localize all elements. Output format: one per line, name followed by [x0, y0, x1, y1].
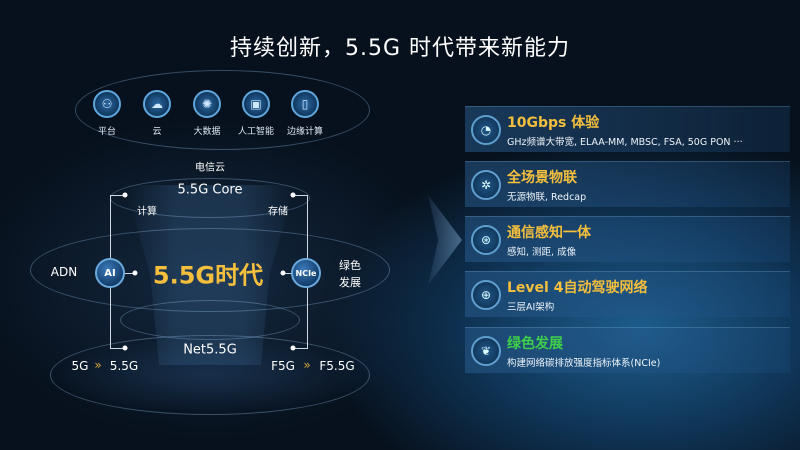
- dot: [132, 270, 138, 276]
- card-autonomous: ⊕ Level 4自动驾驶网络 三层AI架构: [465, 271, 790, 317]
- left-to: 5.5G: [109, 359, 139, 373]
- ncie-node: NCIe: [291, 258, 321, 288]
- green-label-2: 发展: [339, 276, 361, 289]
- sensing-icon: ⊛: [471, 225, 501, 255]
- storage-label: 存储: [268, 206, 288, 218]
- left-from: 5G: [71, 359, 89, 373]
- net-label: Net5.5G: [183, 342, 237, 358]
- dot: [122, 345, 128, 351]
- card-title: 绿色发展: [507, 336, 563, 352]
- card-sensing: ⊛ 通信感知一体 感知, 测距, 成像: [465, 216, 790, 262]
- card-subtitle: GHz频谱大带宽, ELAA-MM, MBSC, FSA, 50G PON ··…: [507, 137, 743, 148]
- card-subtitle: 感知, 测距, 成像: [507, 247, 577, 258]
- dot: [290, 192, 296, 198]
- right-to: F5.5G: [319, 359, 355, 373]
- card-subtitle: 三层AI架构: [507, 302, 555, 313]
- speed-gauge-icon: ◔: [471, 115, 501, 145]
- icon-label: 大数据: [193, 127, 221, 137]
- era-label: 5.5G时代: [152, 261, 264, 290]
- card-title: Level 4自动驾驶网络: [507, 280, 648, 296]
- card-subtitle: 构建网络碳排放强度指标体系(NCIe): [507, 358, 661, 369]
- dot: [122, 192, 128, 198]
- page-title: 持续创新，5.5G 时代带来新能力: [229, 36, 571, 61]
- edge-computing-icon: ▯: [291, 90, 319, 118]
- card-title: 全场景物联: [507, 170, 577, 186]
- green-label-1: 绿色: [339, 259, 361, 272]
- card-subtitle: 无源物联, Redcap: [507, 192, 587, 203]
- compute-label: 计算: [137, 206, 157, 218]
- connector: [283, 273, 293, 274]
- icon-label: 云: [152, 127, 162, 137]
- bracket-tick: [110, 348, 125, 349]
- net-ring: [120, 300, 300, 340]
- ai-node: AI: [95, 258, 125, 288]
- bracket-tick: [293, 195, 308, 196]
- ai-chip-icon: ▣: [242, 90, 270, 118]
- icon-label: 边缘计算: [286, 127, 324, 137]
- connector: [125, 273, 135, 274]
- card-iot: ✲ 全场景物联 无源物联, Redcap: [465, 161, 790, 207]
- base-ring: [50, 335, 370, 415]
- big-data-icon: ✺: [193, 90, 221, 118]
- telecom-cloud-label: 电信云: [195, 162, 225, 174]
- right-from: F5G: [271, 359, 295, 373]
- arrow-right-icon: [428, 195, 462, 285]
- adn-label: ADN: [50, 265, 78, 279]
- card-10gbps: ◔ 10Gbps 体验 GHz频谱大带宽, ELAA-MM, MBSC, FSA…: [465, 106, 790, 152]
- dot: [290, 345, 296, 351]
- chevron-right-icon: »: [94, 358, 102, 372]
- card-title: 10Gbps 体验: [507, 115, 600, 131]
- globe-network-icon: ⊕: [471, 280, 501, 310]
- leaf-icon: ❦: [471, 336, 501, 366]
- platform-icon: ⚇: [93, 90, 121, 118]
- core-label: 5.5G Core: [177, 182, 243, 198]
- cloud-icon: ☁: [143, 90, 171, 118]
- iot-network-icon: ✲: [471, 170, 501, 200]
- chevron-right-icon: »: [303, 358, 311, 372]
- bracket-tick: [110, 195, 125, 196]
- top-ring: [75, 70, 370, 150]
- icon-label: 平台: [97, 127, 117, 137]
- card-title: 通信感知一体: [507, 225, 591, 241]
- icon-label: 人工智能: [237, 127, 275, 137]
- bracket-tick: [293, 348, 308, 349]
- card-green: ❦ 绿色发展 构建网络碳排放强度指标体系(NCIe): [465, 327, 790, 373]
- dot: [280, 270, 286, 276]
